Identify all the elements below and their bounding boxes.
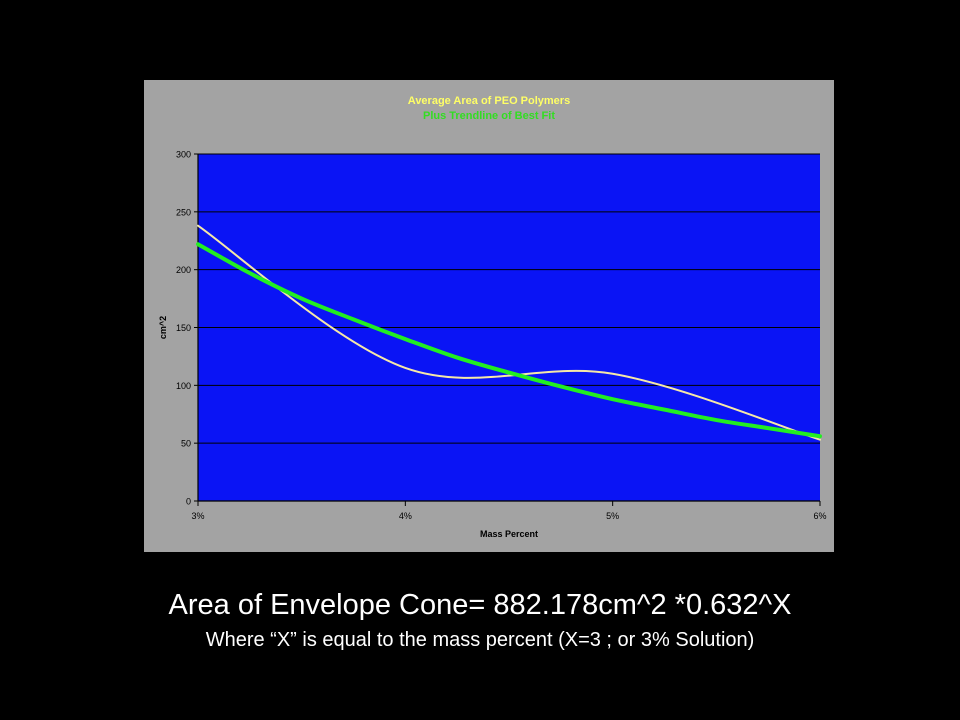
- chart-subtitle: Plus Trendline of Best Fit: [422, 110, 556, 122]
- y-tick-label: 300: [176, 150, 191, 160]
- caption-note: Where “X” is equal to the mass percent (…: [205, 629, 755, 651]
- x-tick-label: 4%: [399, 511, 412, 521]
- y-tick-label: 0: [186, 497, 191, 507]
- y-axis-label: cm^2: [158, 316, 168, 339]
- y-tick-label: 250: [176, 207, 191, 217]
- x-tick-label: 3%: [191, 511, 204, 521]
- trendline: [196, 242, 822, 439]
- y-tick-label: 200: [176, 265, 191, 275]
- x-axis-label: Mass Percent: [480, 529, 538, 539]
- x-tick-label: 5%: [606, 511, 619, 521]
- y-tick-label: 150: [176, 323, 191, 333]
- x-tick-label: 6%: [813, 511, 826, 521]
- line-chart: 0 50 100 150 200 250 300 3% 4% 5% 6% Mass Percent cm…: [158, 150, 827, 540]
- chart-panel: 0 50 100 150 200 250 300 3% 4% 5% 6% Mass Percent cm…: [144, 80, 834, 552]
- caption-formula: Area of Envelope Cone= 882.178cm^2 *0.63…: [168, 589, 792, 621]
- y-tick-label: 50: [181, 439, 191, 449]
- chart-title: Average Area of PEO Polymers: [407, 95, 571, 107]
- data-line: [197, 224, 821, 441]
- y-tick-label: 100: [176, 381, 191, 391]
